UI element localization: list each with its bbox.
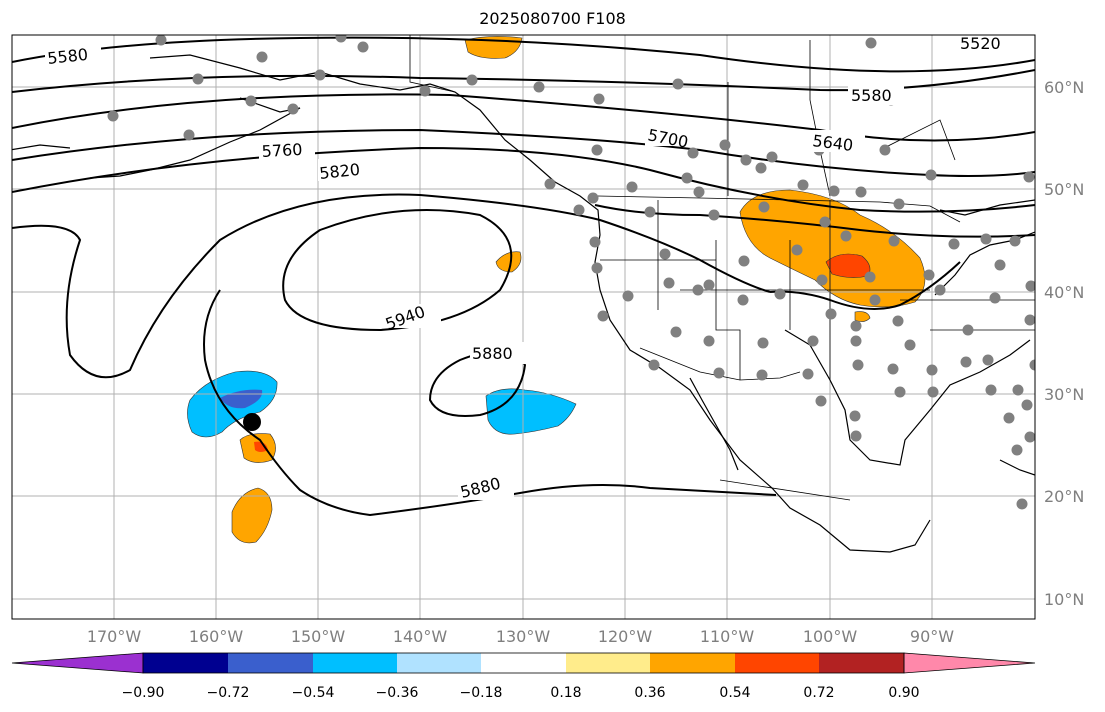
- lon-tick-label: 130°W: [496, 627, 551, 646]
- strong-positive-anomaly-region: [825, 253, 871, 278]
- latitude-axis: 60°N 50°N 40°N 30°N 20°N 10°N: [1044, 78, 1084, 609]
- contour-label: 5640: [812, 131, 855, 155]
- colorbar-segment: [397, 653, 481, 673]
- contour-labels: 5580 5580 5520 5640 5700 5760 5820 5940 …: [45, 34, 1010, 502]
- contour-line: [12, 146, 1035, 213]
- contour-line: [12, 93, 1035, 142]
- longitude-axis: 170°W 160°W 150°W 140°W 130°W 120°W 110°…: [87, 627, 954, 646]
- colorbar-segment: [735, 653, 819, 673]
- lon-tick-label: 150°W: [291, 627, 346, 646]
- contour-line: [12, 193, 771, 379]
- colorbar-segment: [313, 653, 397, 673]
- positive-anomaly-region: [739, 189, 926, 308]
- height-contours: [12, 36, 1035, 517]
- lon-tick-label: 140°W: [393, 627, 448, 646]
- lat-tick-label: 60°N: [1044, 78, 1084, 97]
- strong-positive-anomaly-region: [254, 441, 268, 452]
- colorbar: −0.90 −0.72 −0.54 −0.36 −0.18 0.18 0.36 …: [11, 652, 1036, 701]
- colorbar-segment: [650, 653, 735, 673]
- colorbar-segment: [228, 653, 313, 673]
- colorbar-tick-label: 0.18: [550, 685, 581, 701]
- colorbar-outline: [142, 652, 905, 674]
- contour-label: 5580: [46, 45, 88, 68]
- colorbar-tick-label: 0.72: [803, 685, 834, 701]
- lat-tick-label: 50°N: [1044, 180, 1084, 199]
- lon-tick-label: 170°W: [87, 627, 142, 646]
- highlight-location-marker: [243, 413, 261, 431]
- lon-tick-label: 90°W: [910, 627, 954, 646]
- political-borders: [409, 35, 1035, 501]
- contour-line: [203, 289, 777, 517]
- colorbar-tick-label: 0.54: [719, 685, 750, 701]
- lon-tick-label: 110°W: [700, 627, 755, 646]
- contour-label: 5520: [960, 34, 1001, 53]
- lat-tick-label: 40°N: [1044, 283, 1084, 302]
- colorbar-tick-label: −0.54: [292, 685, 335, 701]
- contour-line: [282, 209, 513, 332]
- positive-anomaly-region: [231, 487, 273, 544]
- colorbar-segment: [566, 653, 650, 673]
- map-title: 2025080700 F108: [479, 9, 626, 28]
- lon-tick-label: 100°W: [803, 627, 858, 646]
- colorbar-min-extension: [11, 652, 144, 674]
- colorbar-tick-label: −0.90: [122, 685, 165, 701]
- lat-tick-label: 10°N: [1044, 590, 1084, 609]
- map-frame: [11, 34, 1036, 620]
- contour-label: 5820: [318, 160, 360, 183]
- colorbar-tick-label: 0.36: [634, 685, 665, 701]
- lon-tick-label: 160°W: [189, 627, 244, 646]
- contour-line: [769, 261, 961, 310]
- colorbar-tick-label: −0.36: [376, 685, 419, 701]
- contour-line: [12, 36, 1035, 73]
- contour-label: 5880: [472, 344, 513, 363]
- colorbar-segment: [819, 653, 904, 673]
- colorbar-segment: [481, 653, 566, 673]
- contour-label: 5580: [851, 86, 892, 105]
- lon-tick-label: 120°W: [598, 627, 653, 646]
- lat-tick-label: 20°N: [1044, 487, 1084, 506]
- colorbar-tick-label: 0.90: [888, 685, 919, 701]
- colorbar-tick-label: −0.18: [460, 685, 503, 701]
- colorbar-segment: [143, 653, 228, 673]
- station-markers: [107, 35, 1035, 510]
- positive-anomaly-region: [495, 251, 522, 273]
- colorbar-tick-label: −0.72: [207, 685, 250, 701]
- contour-label: 5760: [261, 140, 303, 161]
- colorbar-max-extension: [903, 652, 1036, 674]
- lat-tick-label: 30°N: [1044, 385, 1084, 404]
